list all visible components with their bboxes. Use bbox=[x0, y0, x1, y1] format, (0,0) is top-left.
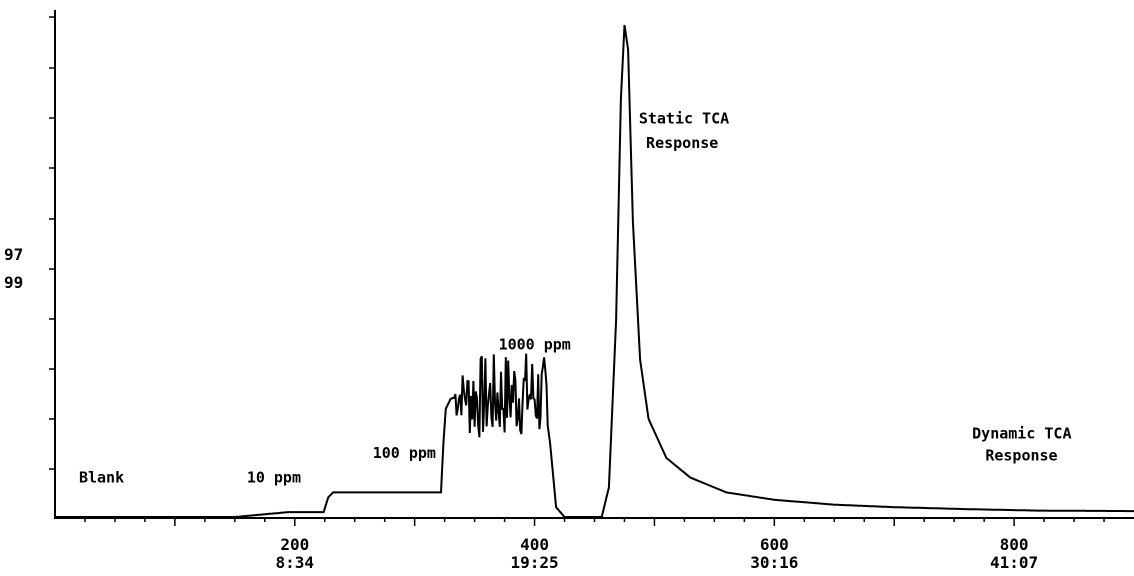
y-tick-label-bottom: 99 bbox=[4, 273, 23, 292]
axes bbox=[54, 10, 1134, 519]
annotation-label: Dynamic TCA bbox=[972, 424, 1071, 442]
x-tick-time-label: 8:34 bbox=[276, 553, 315, 572]
data-series-line bbox=[55, 24, 1134, 518]
annotation-label: Response bbox=[646, 134, 718, 152]
x-tick-time-label: 30:16 bbox=[750, 553, 798, 572]
annotations: Blank 10 ppm 100 ppm 1000 ppm Static TCA Resp… bbox=[79, 109, 1072, 486]
annotation-label: Blank bbox=[79, 469, 124, 487]
x-tick-time-label: 41:07 bbox=[990, 553, 1038, 572]
y-tick-labels: 97 99 bbox=[4, 245, 23, 292]
annotation-label: 1000 ppm bbox=[499, 336, 571, 354]
x-tick-label: 200 bbox=[280, 535, 309, 554]
y-tick-label-top: 97 bbox=[4, 245, 23, 264]
x-tick-time-label: 19:25 bbox=[510, 553, 558, 572]
annotation-label: Response bbox=[985, 446, 1057, 464]
annotation-label: 100 ppm bbox=[373, 444, 436, 462]
tick-marks bbox=[49, 16, 1105, 526]
annotation-label: 10 ppm bbox=[247, 469, 301, 487]
x-tick-label: 400 bbox=[520, 535, 549, 554]
x-tick-label: 800 bbox=[1000, 535, 1029, 554]
x-tick-label: 600 bbox=[760, 535, 789, 554]
annotation-label: Static TCA bbox=[639, 109, 729, 127]
